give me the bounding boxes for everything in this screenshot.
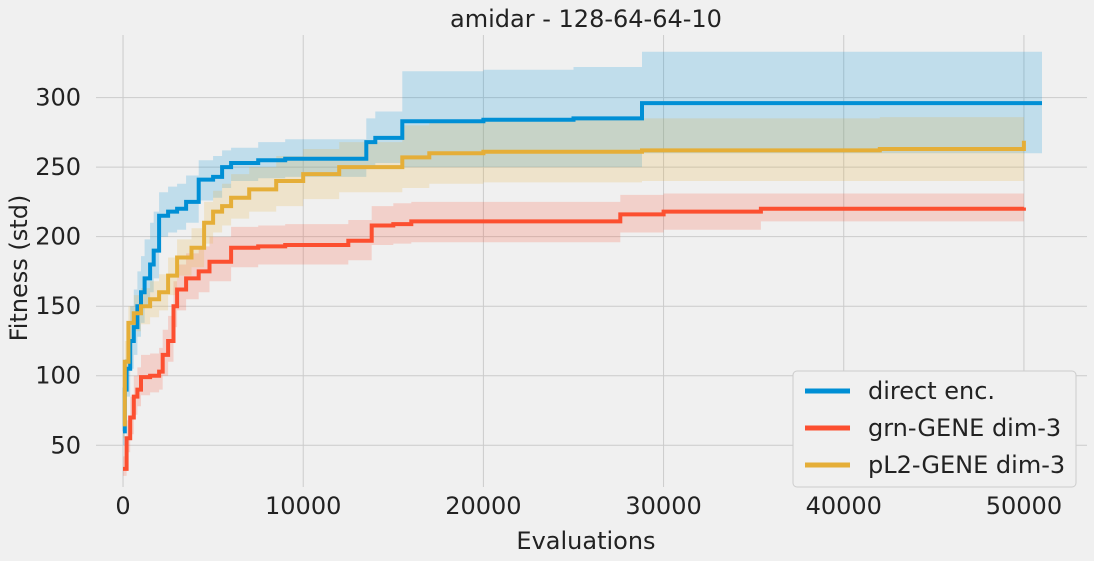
series-line-direct-enc: [122, 101, 1042, 434]
y-tick-label: 150: [35, 292, 81, 320]
legend-label-grn-gene: grn-GENE dim-3: [868, 414, 1061, 442]
y-axis-label: Fitness (std): [5, 195, 33, 342]
y-tick-label: 250: [35, 153, 81, 181]
legend: direct enc. grn-GENE dim-3 pL2-GENE dim-…: [792, 370, 1077, 488]
chart-title: amidar - 128-64-64-10: [450, 5, 722, 33]
x-tick-label: 0: [115, 492, 130, 520]
legend-box: [792, 370, 1077, 488]
x-tick-label: 20000: [445, 492, 521, 520]
x-tick-label: 50000: [986, 492, 1062, 520]
y-tick-label: 50: [50, 431, 81, 459]
y-tick-label: 300: [35, 84, 81, 112]
x-tick-label: 10000: [265, 492, 341, 520]
y-tick-label: 200: [35, 223, 81, 251]
series-line-grn-gene-dim-3: [123, 206, 1026, 471]
band-pl2-gene-dim-3: [123, 112, 1024, 439]
band-grn-gene-dim-3: [123, 193, 1024, 476]
x-tick-label: 40000: [806, 492, 882, 520]
x-tick-label: 30000: [625, 492, 701, 520]
legend-label-direct-enc: direct enc.: [868, 377, 995, 405]
y-tick-label: 100: [35, 362, 81, 390]
x-axis-label: Evaluations: [516, 527, 655, 555]
series-lines: [122, 101, 1042, 471]
series-line-pl2-gene-dim-3: [122, 140, 1026, 427]
tick-labels: 0 10000 20000 30000 40000 50000 50 100 150 200 250…: [35, 84, 1062, 520]
legend-label-pl2-gene: pL2-GENE dim-3: [868, 451, 1065, 479]
